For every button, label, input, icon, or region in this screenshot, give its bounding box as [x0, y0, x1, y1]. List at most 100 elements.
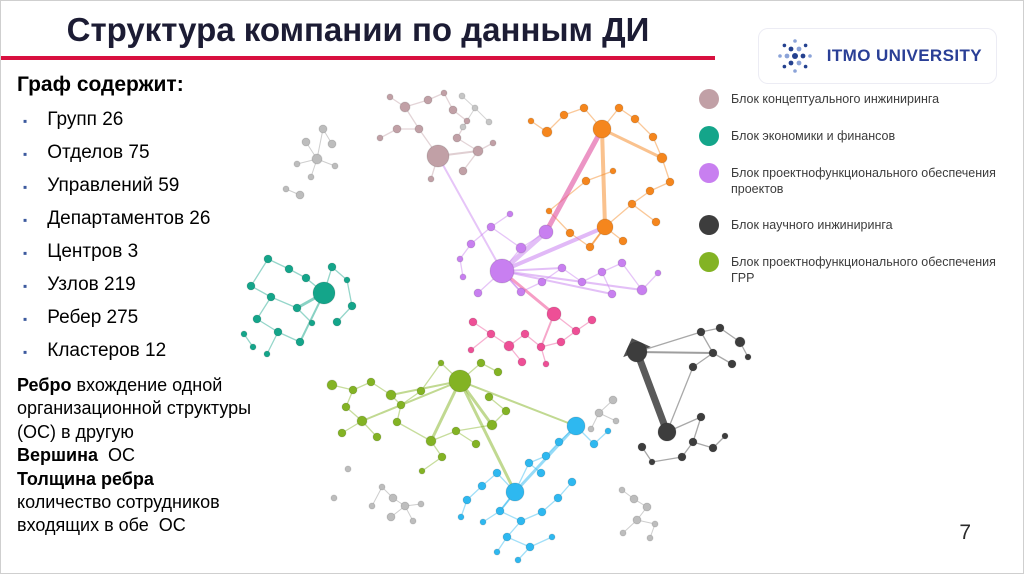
graph-node: [386, 512, 396, 522]
itmo-logo-text: ITMO UNIVERSITY: [826, 46, 982, 65]
graph-node: [459, 123, 467, 131]
graph-edge: [636, 351, 714, 354]
legend-item: Блок научного инжиниринга: [699, 214, 1017, 235]
graph-node: [567, 477, 577, 487]
graph-node: [536, 468, 546, 478]
legend-label: Блок проектнофункционального обеспечения…: [731, 166, 996, 197]
graph-edge: [270, 296, 298, 309]
graph-node: [332, 317, 342, 327]
graph-node: [651, 520, 659, 528]
graph-node: [493, 548, 501, 556]
graph-node: [327, 262, 337, 272]
graph-node: [565, 228, 575, 238]
graph-node: [525, 542, 535, 552]
graph-node: [648, 458, 656, 466]
graph-node: [537, 277, 547, 287]
graph-edge: [462, 107, 476, 128]
bullet-icon: ▪: [23, 180, 28, 194]
graph-node: [307, 173, 315, 181]
definition-thickness: Толщина ребра: [17, 468, 283, 491]
graph-node: [651, 217, 661, 227]
graph-node: [486, 419, 498, 431]
graph-node: [489, 139, 497, 147]
graph-edge: [651, 456, 683, 463]
graph-node: [696, 412, 706, 422]
graph-node: [677, 452, 687, 462]
graph-edge: [250, 258, 269, 287]
graph-node: [688, 362, 698, 372]
bullet-icon: ▪: [23, 312, 28, 326]
graph-node: [542, 360, 550, 368]
graph-node: [344, 465, 352, 473]
graph-node: [505, 482, 525, 502]
bullet-icon: ▪: [23, 279, 28, 293]
graph-node: [396, 400, 406, 410]
graph-node: [645, 186, 655, 196]
graph-node: [589, 439, 599, 449]
graph-node: [378, 483, 386, 491]
graph-node: [486, 329, 496, 339]
graph-edge: [256, 296, 272, 320]
graph-node: [417, 500, 425, 508]
graph-node: [282, 185, 290, 193]
graph-node: [520, 329, 530, 339]
graph-edge: [470, 333, 492, 351]
graph-node: [495, 506, 505, 516]
graph-edge: [277, 331, 301, 343]
graph-node: [516, 287, 526, 297]
legend-item: Блок экономики и финансов: [699, 126, 1017, 146]
bullet-icon: ▪: [23, 114, 28, 128]
graph-node: [252, 314, 262, 324]
legend-color-dot: [699, 251, 719, 272]
graph-legend: Блок концептуального инжиниринга Блок эк…: [699, 89, 1017, 286]
graph-edge: [561, 267, 583, 283]
graph-node: [311, 153, 323, 165]
graph-node: [423, 95, 433, 105]
graph-edge: [501, 270, 613, 295]
graph-node: [492, 468, 502, 478]
graph-node: [657, 422, 677, 442]
graph-node: [466, 239, 476, 249]
definition-edge: Ребро вхождение одной организационной ст…: [17, 374, 283, 444]
graph-node: [527, 117, 535, 125]
graph-node: [587, 425, 595, 433]
graph-node: [409, 517, 417, 525]
graph-edge: [459, 258, 464, 278]
graph-node: [553, 493, 563, 503]
graph-node: [626, 341, 648, 363]
graph-node: [708, 348, 718, 358]
graph-node: [566, 416, 586, 436]
graph-node: [295, 190, 305, 200]
graph-node: [312, 281, 336, 305]
graph-node: [473, 288, 483, 298]
stat-item: ▪ Кластеров 12: [23, 340, 302, 362]
graph-edge: [420, 362, 442, 392]
graph-node: [301, 137, 311, 147]
graph-node: [246, 281, 256, 291]
stat-item: ▪ Узлов 219: [23, 274, 302, 296]
graph-node: [537, 507, 547, 517]
legend-item: Блок концептуального инжиниринга: [699, 89, 1017, 109]
title-underline: [1, 56, 715, 60]
graph-node: [343, 276, 351, 284]
graph-node: [366, 377, 376, 387]
graph-node: [688, 437, 698, 447]
graph-node: [326, 379, 338, 391]
graph-node: [541, 126, 553, 138]
graph-node: [448, 105, 458, 115]
graph-node: [585, 242, 595, 252]
graph-node: [458, 92, 466, 100]
graph-node: [556, 337, 566, 347]
graph-node: [458, 166, 468, 176]
graph-edge: [429, 379, 462, 443]
legend-color-dot: [699, 163, 719, 183]
graph-node: [546, 306, 562, 322]
graph-node: [327, 139, 337, 149]
definition-term: Толщина ребра: [17, 468, 154, 489]
itmo-logo-icon: [777, 39, 812, 73]
stats-heading: Граф содержит:: [17, 73, 184, 96]
graph-edge: [692, 416, 702, 443]
graph-node: [489, 258, 515, 284]
graph-node: [592, 119, 612, 139]
graph-node: [514, 556, 522, 564]
